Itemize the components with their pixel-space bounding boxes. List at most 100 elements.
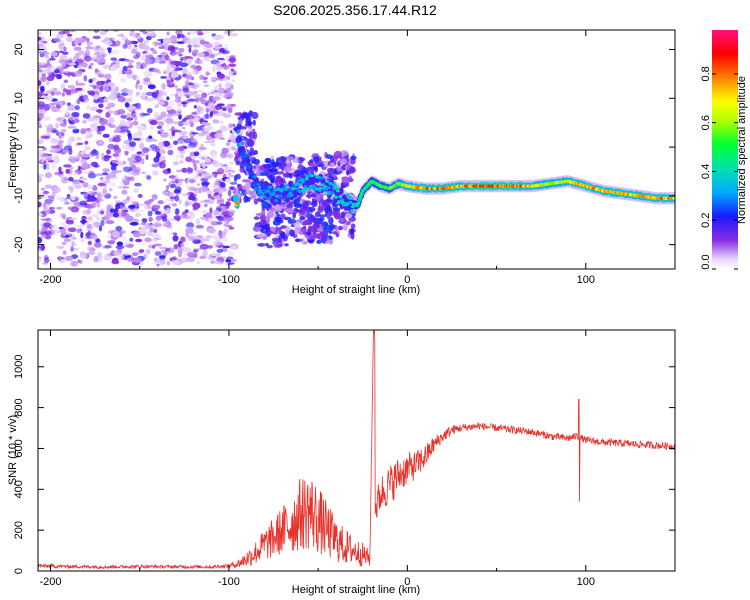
noise-mark bbox=[198, 146, 207, 151]
noise-mark bbox=[71, 217, 77, 220]
noise-mark bbox=[43, 163, 47, 170]
noise-mark bbox=[215, 77, 223, 81]
transition-mark bbox=[306, 192, 312, 199]
noise-mark bbox=[69, 156, 75, 159]
spectrogram-points bbox=[38, 30, 675, 267]
noise-mark bbox=[63, 46, 67, 52]
noise-mark bbox=[135, 102, 141, 109]
noise-mark bbox=[108, 110, 117, 114]
transition-mark bbox=[288, 172, 293, 179]
noise-mark bbox=[135, 82, 139, 90]
noise-mark bbox=[167, 149, 174, 156]
noise-mark bbox=[54, 91, 62, 96]
noise-mark bbox=[159, 209, 163, 213]
ridge-core bbox=[289, 193, 294, 197]
noise-mark bbox=[155, 215, 162, 221]
noise-mark bbox=[129, 141, 136, 147]
noise-mark bbox=[67, 85, 76, 89]
noise-mark bbox=[112, 212, 119, 218]
noise-mark bbox=[84, 135, 90, 140]
noise-mark bbox=[44, 208, 51, 215]
noise-mark bbox=[141, 113, 151, 116]
noise-mark bbox=[122, 43, 128, 49]
snr-frame bbox=[37, 329, 676, 572]
transition-mark bbox=[298, 230, 303, 236]
transition-mark bbox=[318, 214, 328, 218]
noise-mark bbox=[75, 80, 79, 87]
noise-mark bbox=[199, 74, 205, 80]
noise-mark bbox=[93, 98, 100, 104]
transition-mark bbox=[294, 238, 300, 243]
noise-mark bbox=[167, 169, 171, 173]
noise-mark bbox=[62, 250, 67, 256]
noise-mark bbox=[178, 53, 183, 57]
noise-mark bbox=[108, 117, 115, 124]
noise-mark bbox=[110, 65, 117, 72]
noise-mark bbox=[80, 128, 87, 135]
transition-mark bbox=[278, 156, 287, 162]
transition-mark bbox=[248, 131, 256, 140]
noise-mark bbox=[188, 201, 192, 206]
noise-mark bbox=[141, 147, 150, 154]
noise-mark bbox=[68, 136, 76, 142]
noise-mark bbox=[218, 83, 222, 89]
transition-mark bbox=[332, 231, 338, 235]
noise-mark bbox=[160, 111, 167, 118]
noise-mark bbox=[135, 238, 143, 243]
noise-mark bbox=[59, 59, 66, 64]
noise-mark bbox=[113, 133, 117, 137]
noise-mark bbox=[159, 246, 168, 250]
noise-mark bbox=[56, 206, 62, 210]
ridge-core bbox=[245, 168, 250, 172]
noise-mark bbox=[90, 214, 100, 218]
transition-mark bbox=[286, 203, 294, 209]
noise-mark bbox=[188, 47, 192, 53]
noise-mark bbox=[199, 39, 205, 45]
noise-mark bbox=[58, 50, 64, 54]
noise-mark bbox=[134, 111, 140, 116]
transition-mark bbox=[275, 226, 279, 233]
transition-mark bbox=[341, 176, 350, 184]
noise-mark bbox=[182, 211, 187, 215]
noise-mark bbox=[42, 96, 49, 100]
noise-mark bbox=[104, 244, 112, 249]
noise-mark bbox=[228, 262, 235, 265]
noise-mark bbox=[174, 98, 179, 104]
noise-mark bbox=[40, 85, 45, 93]
noise-mark bbox=[38, 201, 42, 208]
transition-mark bbox=[342, 223, 348, 231]
noise-mark bbox=[154, 251, 162, 256]
transition-mark bbox=[259, 232, 266, 237]
noise-mark bbox=[91, 46, 99, 51]
noise-mark bbox=[91, 114, 101, 121]
noise-mark bbox=[41, 69, 49, 74]
noise-mark bbox=[122, 65, 128, 71]
noise-mark bbox=[50, 51, 58, 57]
noise-mark bbox=[95, 173, 100, 177]
noise-mark bbox=[174, 84, 178, 89]
noise-mark bbox=[136, 35, 142, 39]
noise-mark bbox=[82, 94, 89, 101]
transition-mark bbox=[314, 165, 319, 173]
noise-mark bbox=[97, 125, 106, 132]
noise-mark bbox=[131, 48, 137, 55]
noise-mark bbox=[76, 64, 83, 69]
noise-mark bbox=[40, 187, 46, 191]
noise-mark bbox=[113, 43, 117, 47]
transition-mark bbox=[280, 213, 286, 220]
colorbar-gradient bbox=[712, 30, 738, 269]
noise-mark bbox=[170, 199, 174, 202]
noise-mark bbox=[139, 30, 144, 33]
transition-mark bbox=[319, 216, 325, 222]
noise-mark bbox=[58, 100, 64, 107]
noise-mark bbox=[148, 135, 153, 139]
noise-mark bbox=[220, 162, 224, 169]
transition-mark bbox=[298, 163, 303, 168]
noise-mark bbox=[104, 73, 112, 80]
noise-mark bbox=[115, 225, 123, 232]
ridge-core bbox=[330, 191, 335, 195]
ridge-core bbox=[326, 186, 331, 190]
noise-mark bbox=[93, 118, 100, 125]
noise-mark bbox=[99, 30, 107, 36]
noise-mark bbox=[97, 252, 103, 258]
